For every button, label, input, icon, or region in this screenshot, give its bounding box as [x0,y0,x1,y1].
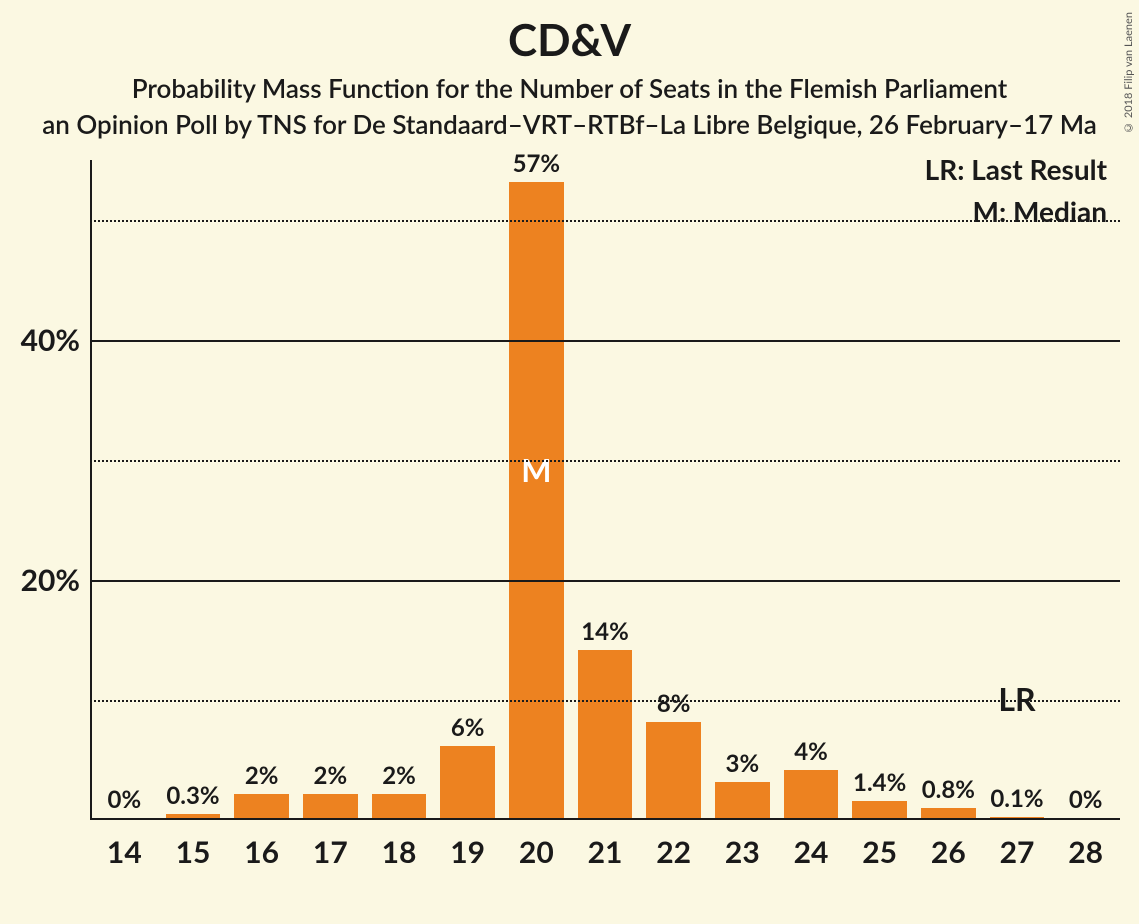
y-tick-label: 20% [0,562,80,598]
x-tick-label: 14 [90,834,159,870]
gridline-dotted [90,220,1120,222]
x-tick-label: 20 [502,834,571,870]
bar-slot: 0.3%15 [159,160,228,820]
bar [372,794,427,818]
x-tick-label: 25 [845,834,914,870]
plot-area: 0%140.3%152%162%172%186%1957%20M14%218%2… [90,160,1130,820]
gridline-dotted [90,460,1120,462]
bar-slot: 0%14 [90,160,159,820]
bar-slot: 2%17 [296,160,365,820]
bar [578,650,633,818]
gridline-dotted [90,700,1120,702]
chart-container: CD&V Probability Mass Function for the N… [0,0,1139,924]
bar-slot: 0.1%27LR [983,160,1052,820]
y-tick-label: 40% [0,322,80,358]
bar-slot: 0.8%26 [914,160,983,820]
bar [990,817,1045,818]
x-tick-label: 23 [708,834,777,870]
x-tick-label: 22 [639,834,708,870]
gridline-solid [90,580,1120,582]
x-tick-label: 17 [296,834,365,870]
x-tick-label: 28 [1051,834,1120,870]
bar [509,182,564,818]
x-tick-label: 24 [777,834,846,870]
bar [784,770,839,818]
chart-title: CD&V [0,14,1139,66]
bars-group: 0%140.3%152%162%172%186%1957%20M14%218%2… [90,160,1120,820]
bar-slot: 57%20M [502,160,571,820]
x-tick-label: 16 [227,834,296,870]
x-tick-label: 19 [433,834,502,870]
x-tick-label: 15 [159,834,228,870]
bar-slot: 2%16 [227,160,296,820]
credit-text: © 2018 Filip van Laenen [1122,12,1135,134]
bar [234,794,289,818]
x-tick-label: 27 [983,834,1052,870]
bar-slot: 14%21 [571,160,640,820]
bar-value-label: 0% [1038,785,1134,814]
bar-slot: 8%22 [639,160,708,820]
chart-subtitle-2: an Opinion Poll by TNS for De Standaard–… [0,108,1139,140]
bar-slot: 1.4%25 [845,160,914,820]
bar [440,746,495,818]
chart-subtitle-1: Probability Mass Function for the Number… [0,72,1139,104]
median-marker: M [502,450,571,489]
x-tick-label: 18 [365,834,434,870]
bar [303,794,358,818]
x-tick-label: 21 [571,834,640,870]
bar-slot: 4%24 [777,160,846,820]
gridline-solid [90,340,1120,342]
bar-slot: 3%23 [708,160,777,820]
x-tick-label: 26 [914,834,983,870]
bar [166,814,221,818]
bar-slot: 0%28 [1051,160,1120,820]
last-result-marker: LR [983,679,1052,718]
bar [921,808,976,818]
bar [646,722,701,818]
bar-slot: 6%19 [433,160,502,820]
bar [852,801,907,818]
bar [715,782,770,818]
